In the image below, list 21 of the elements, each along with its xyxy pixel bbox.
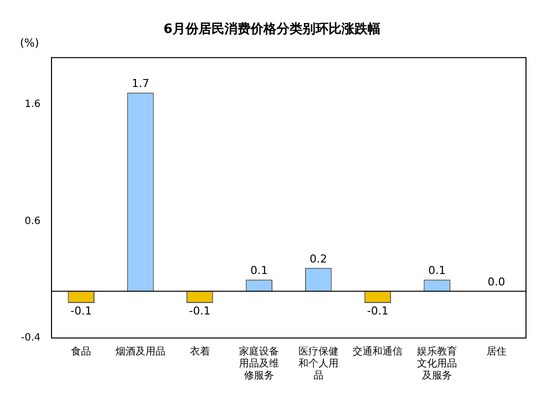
x-tick-label: 食品 [71,346,92,358]
data-label: 0.1 [250,264,268,277]
x-tick-label: 娱乐教育文化用品及服务 [417,346,458,382]
x-tick-label: 家庭设备用品及维修服务 [239,346,280,382]
x-tick-label: 衣着 [190,346,210,358]
data-label: 0.0 [488,276,506,289]
x-tick-label: 医疗保健和个人用品 [298,346,338,382]
x-tick-label: 居住 [486,346,506,358]
data-label: -0.1 [70,304,92,318]
y-tick-label: -0.4 [20,332,41,344]
data-label: -0.1 [366,304,388,318]
x-tick-label: 烟酒及用品 [115,346,166,358]
chart-title: 6月份居民消费价格分类别环比涨跌幅 [163,22,381,38]
data-label: -0.1 [189,304,211,318]
x-tick-label: 交通和通信 [352,346,403,358]
y-tick-label: 1.6 [24,98,41,110]
data-label: 0.2 [310,252,328,266]
data-label: 1.7 [132,77,150,90]
y-axis-title: (%) [20,36,40,50]
y-tick-label: 0.6 [24,216,41,227]
data-label: 0.1 [428,264,446,277]
